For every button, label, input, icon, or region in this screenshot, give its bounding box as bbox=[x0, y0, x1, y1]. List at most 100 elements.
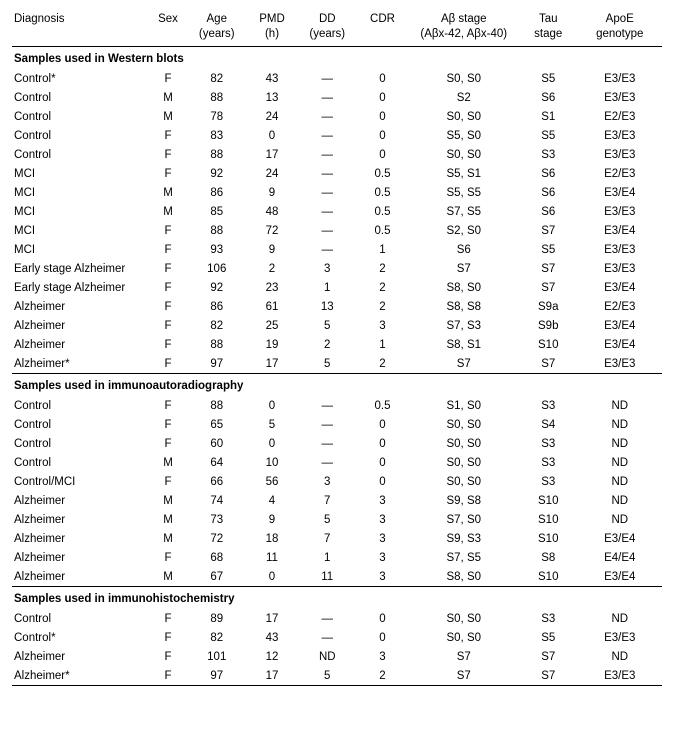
cell: Alzheimer bbox=[12, 548, 149, 567]
cell: E3/E3 bbox=[578, 259, 663, 278]
cell: S2 bbox=[409, 88, 520, 107]
cell: ND bbox=[578, 453, 663, 472]
cell: — bbox=[298, 202, 357, 221]
cell: E3/E3 bbox=[578, 240, 663, 259]
cell: F bbox=[149, 297, 188, 316]
cell: E2/E3 bbox=[578, 297, 663, 316]
cell: 13 bbox=[298, 297, 357, 316]
cell: E2/E3 bbox=[578, 107, 663, 126]
cell: 86 bbox=[188, 297, 247, 316]
cell: S10 bbox=[519, 491, 578, 510]
cell: 4 bbox=[246, 491, 298, 510]
cell: 3 bbox=[298, 472, 357, 491]
cell: F bbox=[149, 126, 188, 145]
cell: 0 bbox=[246, 567, 298, 587]
table-row: ControlF880—0.5S1, S0S3ND bbox=[12, 396, 662, 415]
cell: S10 bbox=[519, 335, 578, 354]
cell: S7 bbox=[409, 647, 520, 666]
cell: S7 bbox=[519, 278, 578, 297]
cell: 17 bbox=[246, 666, 298, 686]
cell: S3 bbox=[519, 145, 578, 164]
cell: S6 bbox=[519, 88, 578, 107]
col-header-2: Age(years) bbox=[188, 8, 247, 47]
cell: S6 bbox=[519, 202, 578, 221]
cell: Control bbox=[12, 453, 149, 472]
cell: 43 bbox=[246, 69, 298, 88]
table-row: Alzheimer*F971752S7S7E3/E3 bbox=[12, 666, 662, 686]
cell: 66 bbox=[188, 472, 247, 491]
cell: 3 bbox=[357, 316, 409, 335]
cell: Early stage Alzheimer bbox=[12, 259, 149, 278]
cell: Alzheimer bbox=[12, 316, 149, 335]
col-header-7: Taustage bbox=[519, 8, 578, 47]
cell: Alzheimer bbox=[12, 335, 149, 354]
cell: 0 bbox=[357, 107, 409, 126]
table-row: Control*F8243—0S0, S0S5E3/E3 bbox=[12, 69, 662, 88]
cell: 0.5 bbox=[357, 183, 409, 202]
cell: F bbox=[149, 628, 188, 647]
cell: — bbox=[298, 453, 357, 472]
table-row: AlzheimerF10112ND3S7S7ND bbox=[12, 647, 662, 666]
cell: F bbox=[149, 609, 188, 628]
cell: 0 bbox=[246, 434, 298, 453]
cell: S7 bbox=[519, 647, 578, 666]
cell: M bbox=[149, 107, 188, 126]
cell: 9 bbox=[246, 240, 298, 259]
table-body: Samples used in Western blotsControl*F82… bbox=[12, 47, 662, 686]
table-row: MCIM869—0.5S5, S5S6E3/E4 bbox=[12, 183, 662, 202]
cell: 5 bbox=[298, 510, 357, 529]
cell: E3/E4 bbox=[578, 278, 663, 297]
cell: 89 bbox=[188, 609, 247, 628]
cell: Control* bbox=[12, 628, 149, 647]
cell: 0 bbox=[357, 472, 409, 491]
cell: Control bbox=[12, 609, 149, 628]
cell: 7 bbox=[298, 529, 357, 548]
cell: 93 bbox=[188, 240, 247, 259]
cell: F bbox=[149, 472, 188, 491]
table-row: Early stage AlzheimerF922312S8, S0S7E3/E… bbox=[12, 278, 662, 297]
cell: S0, S0 bbox=[409, 434, 520, 453]
cell: S7 bbox=[519, 666, 578, 686]
cell: S8, S1 bbox=[409, 335, 520, 354]
cell: 3 bbox=[357, 510, 409, 529]
table-row: AlzheimerF681113S7, S5S8E4/E4 bbox=[12, 548, 662, 567]
cell: 5 bbox=[298, 666, 357, 686]
table-row: Control*F8243—0S0, S0S5E3/E3 bbox=[12, 628, 662, 647]
cell: S7, S5 bbox=[409, 202, 520, 221]
cell: E3/E4 bbox=[578, 221, 663, 240]
cell: S5 bbox=[519, 69, 578, 88]
cell: 0 bbox=[357, 628, 409, 647]
cell: S7, S5 bbox=[409, 548, 520, 567]
cell: 83 bbox=[188, 126, 247, 145]
cell: 2 bbox=[357, 354, 409, 374]
cell: 101 bbox=[188, 647, 247, 666]
cell: 2 bbox=[357, 297, 409, 316]
cell: Alzheimer bbox=[12, 491, 149, 510]
cell: 0 bbox=[246, 126, 298, 145]
cell: 72 bbox=[246, 221, 298, 240]
col-header-3: PMD(h) bbox=[246, 8, 298, 47]
cell: 3 bbox=[298, 259, 357, 278]
cell: 3 bbox=[357, 491, 409, 510]
cell: E3/E4 bbox=[578, 335, 663, 354]
cell: S3 bbox=[519, 472, 578, 491]
cell: 11 bbox=[246, 548, 298, 567]
cell: M bbox=[149, 183, 188, 202]
section-title: Samples used in immunoautoradiography bbox=[12, 374, 662, 397]
table-row: ControlF600—0S0, S0S3ND bbox=[12, 434, 662, 453]
cell: S0, S0 bbox=[409, 69, 520, 88]
cell: Alzheimer bbox=[12, 297, 149, 316]
cell: F bbox=[149, 434, 188, 453]
cell: S9, S8 bbox=[409, 491, 520, 510]
cell: F bbox=[149, 316, 188, 335]
cell: 74 bbox=[188, 491, 247, 510]
cell: Alzheimer bbox=[12, 567, 149, 587]
cell: Alzheimer* bbox=[12, 666, 149, 686]
cell: 17 bbox=[246, 354, 298, 374]
cell: 2 bbox=[298, 335, 357, 354]
cell: 11 bbox=[298, 567, 357, 587]
cell: 0 bbox=[357, 609, 409, 628]
cell: 2 bbox=[357, 259, 409, 278]
table-row: AlzheimerF8661132S8, S8S9aE2/E3 bbox=[12, 297, 662, 316]
cell: S7 bbox=[409, 259, 520, 278]
